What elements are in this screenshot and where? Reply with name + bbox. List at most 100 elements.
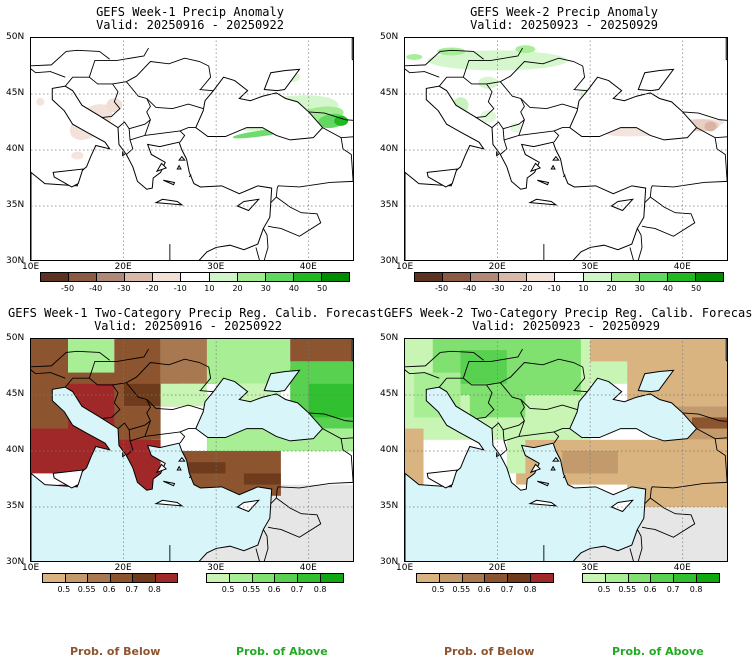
panel-title: GEFS Week-2 Precip Anomaly xyxy=(470,5,658,19)
island xyxy=(154,198,184,206)
colorbar-label: 0.8 xyxy=(689,585,703,594)
country-border xyxy=(267,497,322,538)
caspian-sea xyxy=(351,339,353,362)
lon-tick-label: 40E xyxy=(299,563,317,573)
island xyxy=(562,475,566,479)
colorbar-swatch xyxy=(527,273,556,281)
lon-tick-label: 10E xyxy=(22,262,40,272)
lon-tick-label: 20E xyxy=(488,563,506,573)
country-border xyxy=(270,489,278,504)
panel-subtitle: Valid: 20250923 - 20250929 xyxy=(472,319,660,333)
country-border xyxy=(179,428,196,433)
anomaly-blob xyxy=(437,47,466,56)
black-sea xyxy=(569,76,698,141)
colorbar-label: 10 xyxy=(204,284,215,293)
lat-tick-label: 30N xyxy=(380,557,399,567)
country-border xyxy=(629,548,634,561)
lat-tick-label: 50N xyxy=(380,333,399,343)
colorbar-swatch xyxy=(471,273,500,281)
colorbar-label: -10 xyxy=(173,284,187,293)
anomaly-blob xyxy=(334,115,349,126)
anomaly-blob xyxy=(71,151,84,160)
country-border xyxy=(126,440,134,456)
grid-cell xyxy=(627,484,727,507)
lat-tick-label: 45N xyxy=(6,88,25,98)
lon-tick-label: 30E xyxy=(207,262,225,272)
colorbar-swatch xyxy=(265,273,294,281)
island xyxy=(155,162,168,173)
country-border xyxy=(462,348,523,379)
lon-tick-label: 10E xyxy=(396,563,414,573)
country-border xyxy=(518,431,560,444)
colorbar-swatch xyxy=(611,273,640,281)
colorbar-swatch xyxy=(321,273,350,281)
grid-cell xyxy=(405,428,424,485)
colorbar-swatch xyxy=(499,273,528,281)
anomaly-blob xyxy=(106,98,123,113)
country-border xyxy=(553,127,570,132)
island xyxy=(163,179,176,186)
anomaly-blob xyxy=(427,50,568,71)
anomaly-colorbar xyxy=(414,272,724,282)
colorbar-label: 40 xyxy=(288,284,300,293)
country-border xyxy=(199,390,214,393)
country-border xyxy=(491,81,525,130)
grid-cell xyxy=(506,439,526,474)
island xyxy=(178,155,186,161)
lon-tick-label: 40E xyxy=(673,262,691,272)
country-border xyxy=(31,369,66,379)
lat-tick-label: 45N xyxy=(380,88,399,98)
lon-tick-label: 30E xyxy=(581,262,599,272)
anomaly-blob xyxy=(510,122,523,133)
caspian-sea xyxy=(725,339,727,362)
anomaly-colorbar xyxy=(40,272,350,282)
colorbar-swatch xyxy=(110,574,133,582)
grid-cell xyxy=(114,406,161,440)
colorbar-swatch xyxy=(133,574,156,582)
country-border xyxy=(308,412,353,440)
island xyxy=(552,155,560,161)
country-border xyxy=(128,420,151,442)
sea-of-azov xyxy=(263,68,301,92)
colorbar-label: 0.5 xyxy=(431,585,445,594)
colorbar-swatch xyxy=(417,574,440,582)
colorbar-label: 0.6 xyxy=(102,585,116,594)
panel-title: GEFS Week-1 Two-Category Precip Reg. Cal… xyxy=(8,306,384,320)
colorbar-label: 0.55 xyxy=(452,585,471,594)
colorbar-label: 40 xyxy=(662,284,674,293)
grid-cell xyxy=(290,339,353,362)
island xyxy=(550,164,556,170)
mediterranean-sea xyxy=(405,386,647,561)
mediterranean-sea xyxy=(405,85,647,260)
lat-tick-label: 45N xyxy=(380,389,399,399)
black-sea xyxy=(569,377,698,442)
grid-cell xyxy=(243,473,281,485)
country-border xyxy=(502,420,525,442)
black-sea xyxy=(195,377,324,442)
sea-of-azov xyxy=(637,68,675,92)
country-border xyxy=(644,188,652,203)
colorbar-swatch xyxy=(65,574,88,582)
country-border xyxy=(88,348,149,379)
island xyxy=(562,174,566,178)
colorbar-label: 0.7 xyxy=(666,585,680,594)
colorbar-label: -20 xyxy=(519,284,533,293)
colorbar-label: 0.7 xyxy=(290,585,304,594)
colorbar-swatch xyxy=(252,574,276,582)
colorbar-swatch xyxy=(209,273,238,281)
country-border xyxy=(31,49,110,67)
country-border xyxy=(199,89,214,92)
panel-title: GEFS Week-2 Two-Category Precip Reg. Cal… xyxy=(384,306,752,320)
lat-tick-label: 30N xyxy=(6,256,25,266)
colorbar-label: 0.55 xyxy=(77,585,96,594)
colorbar-swatch xyxy=(605,574,629,582)
colorbar-swatch xyxy=(229,574,253,582)
country-border xyxy=(682,412,727,440)
country-border xyxy=(573,390,588,393)
colorbar-label: 0.6 xyxy=(477,585,491,594)
grid-cell xyxy=(460,350,507,384)
colorbar-label: 0.8 xyxy=(523,585,537,594)
country-border xyxy=(573,89,588,92)
below-colorbar xyxy=(42,573,178,583)
lon-tick-label: 40E xyxy=(299,262,317,272)
